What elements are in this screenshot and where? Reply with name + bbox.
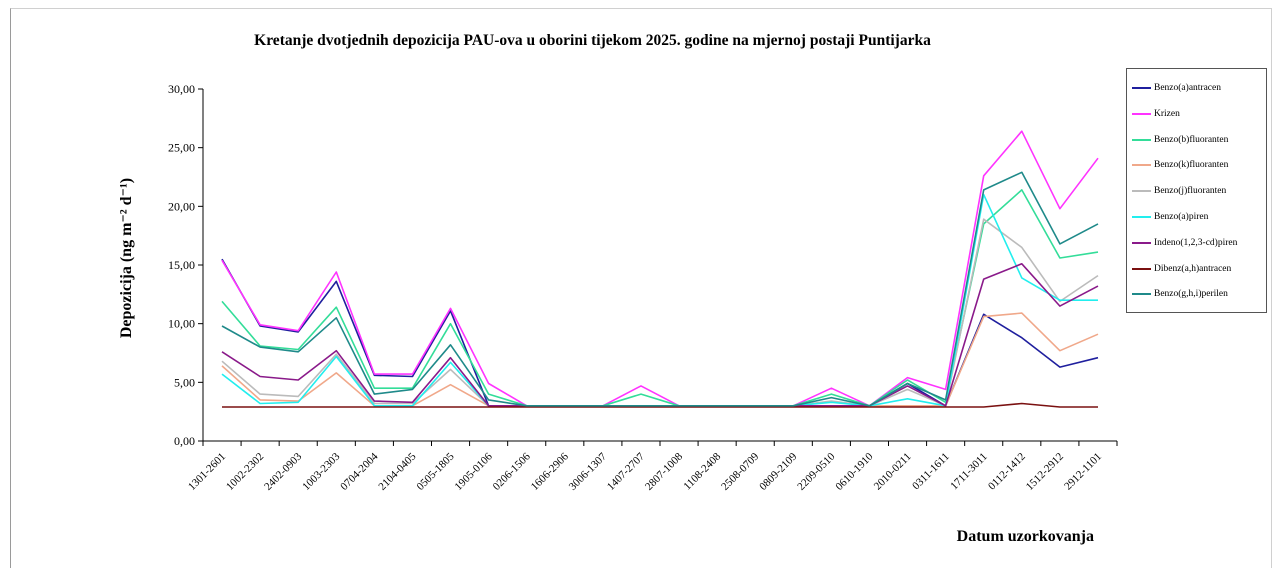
chart-title: Kretanje dvotjednih depozicija PAU-ova u… [254, 32, 931, 49]
y-tick-label: 15,00 [168, 258, 195, 272]
x-tick-label: 2209-0510 [795, 450, 838, 493]
legend-swatch [1132, 216, 1151, 218]
y-tick-label: 5,00 [174, 375, 195, 389]
series-line-7 [222, 402, 1098, 408]
legend-swatch [1132, 293, 1151, 296]
legend-swatch [1132, 164, 1151, 167]
series-line-1 [221, 130, 1099, 407]
x-tick-label: 0505-1805 [414, 450, 457, 493]
x-tick-label: 1003-2303 [300, 450, 343, 493]
x-tick-label: 2912-1101 [1062, 451, 1104, 493]
legend-swatch [1132, 112, 1151, 115]
x-tick-label: 0704-2004 [338, 450, 381, 493]
x-tick-label: 2402-0903 [262, 450, 305, 493]
legend-label: Indeno(1,2,3-cd)piren [1154, 237, 1238, 248]
legend-swatch [1132, 267, 1151, 270]
chart-frame [10, 8, 1272, 568]
legend-label: Dibenz(a,h)antracen [1154, 263, 1232, 274]
x-tick-label: 0610-1910 [833, 450, 876, 493]
chart-legend: Benzo(a)antracen Krizen Benzo(b)fluoranten… [1126, 68, 1267, 313]
y-tick-label: 30,00 [168, 82, 195, 96]
y-tick-label: 10,00 [168, 317, 195, 331]
x-tick-label: 1512-2912 [1024, 451, 1066, 493]
legend-swatch [1132, 87, 1151, 89]
x-tick-label: 0809-2109 [757, 450, 800, 493]
legend-swatch [1132, 241, 1151, 244]
legend-swatch [1132, 138, 1151, 141]
x-tick-label: 1108-2408 [681, 450, 723, 492]
x-tick-label: 2104-0405 [376, 450, 419, 493]
x-tick-label: 0206-1506 [491, 450, 534, 493]
x-tick-label: 1301-2601 [186, 451, 228, 493]
legend-label: Benzo(j)fluoranten [1154, 186, 1227, 197]
x-tick-label: 1002-2302 [224, 451, 266, 493]
x-tick-label: 0112-1412 [986, 451, 1028, 493]
legend-swatch [1132, 190, 1151, 193]
legend-label: Benzo(a)antracen [1154, 83, 1221, 93]
y-tick-label: 25,00 [168, 141, 195, 155]
x-tick-label: 0311-1611 [910, 451, 952, 493]
legend-label: Benzo(a)piren [1154, 212, 1209, 222]
series-line-3 [221, 312, 1099, 407]
legend-label: Benzo(k)fluoranten [1154, 160, 1229, 171]
x-tick-label: 3006-1307 [567, 450, 610, 493]
legend-label: Krizen [1154, 108, 1180, 119]
x-axis-label: Datum uzorkovanja [956, 528, 1094, 545]
x-tick-label: 1711-3011 [948, 451, 990, 493]
x-tick-label: 2508-0709 [719, 450, 762, 493]
y-tick-label: 20,00 [168, 199, 195, 213]
x-tick-label: 2807-1008 [643, 450, 686, 493]
legend-label: Benzo(g,h,i)perilen [1154, 289, 1228, 300]
x-tick-label: 1407-2707 [605, 450, 648, 493]
x-tick-label: 1606-2906 [529, 450, 572, 493]
series-line-8 [221, 171, 1099, 407]
x-tick-label: 2010-0211 [872, 451, 914, 493]
x-tick-label: 1905-0106 [453, 450, 496, 493]
y-tick-label: 0,00 [174, 434, 195, 448]
legend-label: Benzo(b)fluoranten [1154, 134, 1229, 145]
